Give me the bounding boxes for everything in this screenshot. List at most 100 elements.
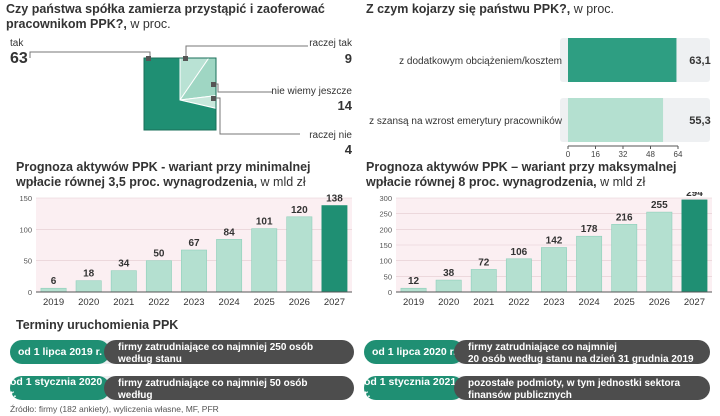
hbar-chart-title: Z czym kojarzy się państwu PPK?, w proc. bbox=[366, 2, 615, 16]
bar-min-category-label: 2019 bbox=[43, 297, 64, 308]
bar-max-value-label: 72 bbox=[478, 257, 490, 268]
hbar-tick-label: 16 bbox=[591, 150, 600, 159]
schedule-date-3: od 1 lipca 2020 r. bbox=[364, 340, 464, 364]
bar-max-bar-2026 bbox=[646, 211, 673, 293]
bar-min-bar-2024 bbox=[216, 239, 243, 293]
pie-value-nie-wiemy: 14 bbox=[337, 98, 352, 113]
bar-min-value-label: 101 bbox=[256, 217, 273, 228]
hbar-tick-label: 48 bbox=[646, 150, 655, 159]
bar-min-value-label: 67 bbox=[188, 238, 200, 249]
hbar-category-label: z dodatkowym obciążeniem/kosztem bbox=[399, 56, 562, 67]
bar-min-value-label: 18 bbox=[83, 269, 95, 280]
bar-max-category-label: 2021 bbox=[473, 297, 494, 308]
bar-min-category-label: 2023 bbox=[183, 297, 204, 308]
bar-max-value-label: 255 bbox=[651, 200, 668, 211]
bar-max-category-label: 2025 bbox=[614, 297, 635, 308]
bar-min-bar-2021 bbox=[110, 270, 137, 293]
schedule-date-4: od 1 stycznia 2021 r. bbox=[364, 376, 464, 400]
bar-max-value-label: 38 bbox=[443, 268, 455, 279]
schedule-desc-2: firmy zatrudniające co najmniej 50 osób … bbox=[104, 376, 354, 413]
schedule-title: Terminy uruchomienia PPK bbox=[16, 318, 179, 332]
bar-min-ytick-label: 0 bbox=[28, 288, 32, 297]
bar-max-value-label: 294 bbox=[686, 192, 703, 199]
bar-max-category-label: 2019 bbox=[403, 297, 424, 308]
bar-min-bar-2023 bbox=[181, 249, 207, 293]
bar-max-category-label: 2023 bbox=[543, 297, 564, 308]
leader-dot-raczej-nie bbox=[211, 96, 216, 101]
bar-max-category-label: 2024 bbox=[579, 297, 600, 308]
bar-min-category-label: 2025 bbox=[254, 297, 275, 308]
bar-min-value-label: 6 bbox=[51, 276, 57, 287]
pie-outline bbox=[143, 57, 217, 131]
leader-line-raczej-nie bbox=[213, 97, 300, 135]
leader-dot-nie-wiemy bbox=[211, 82, 216, 87]
bar-chart-max: 300 250 200 150 100 50 0 12 2019 38 2020 72 2021 106 2… bbox=[379, 192, 712, 308]
bar-max-ytick-label: 200 bbox=[379, 225, 392, 234]
bar-min-category-label: 2024 bbox=[219, 297, 240, 308]
bar-max-category-label: 2022 bbox=[508, 297, 529, 308]
bar-min-value-label: 138 bbox=[326, 194, 343, 205]
source-note: Źródło: firmy (182 ankiety), wyliczenia … bbox=[10, 404, 219, 414]
bar-max-ytick-label: 50 bbox=[384, 272, 392, 281]
bar-max-category-label: 2020 bbox=[438, 297, 459, 308]
schedule-desc-3: firmy zatrudniające co najmniej 20 osób w… bbox=[454, 340, 710, 377]
bar-max-value-label: 106 bbox=[511, 247, 528, 258]
bar-min-category-label: 2020 bbox=[78, 297, 99, 308]
bar-min-category-label: 2021 bbox=[113, 297, 134, 308]
hbar-chart: z dodatkowym obciążeniem/kosztem 63,1 z sz… bbox=[369, 38, 711, 159]
leader-dot-tak bbox=[146, 56, 151, 61]
bar-max-bar-2024 bbox=[576, 235, 603, 293]
hbar-value-label: 55,3 bbox=[689, 115, 710, 127]
bar-max-value-label: 178 bbox=[581, 224, 598, 235]
bar-max-value-label: 142 bbox=[546, 236, 563, 247]
bar-min-bar-2025 bbox=[251, 228, 278, 293]
bar-chart-min: 150 100 50 0 6 2019 18 2020 34 2021 50 2022 67 2023 84… bbox=[19, 194, 352, 308]
pie-value-tak: 63 bbox=[10, 50, 28, 67]
bar-min-ytick-label: 50 bbox=[24, 257, 32, 266]
bar-max-category-label: 2026 bbox=[649, 297, 670, 308]
pie-value-raczej-tak: 9 bbox=[344, 51, 352, 66]
leader-line-tak bbox=[29, 51, 151, 58]
bar-min-ytick-label: 100 bbox=[19, 225, 32, 234]
bar-min-bar-2020 bbox=[75, 280, 102, 293]
pie-label-nie-wiemy: nie wiemy jeszcze bbox=[271, 86, 352, 97]
bar-max-ytick-label: 300 bbox=[379, 194, 392, 203]
bar-max-category-label: 2027 bbox=[684, 297, 705, 308]
schedule-desc-4: pozostałe podmioty, w tym jednostki sekt… bbox=[454, 376, 710, 401]
bar-max-bar-2019 bbox=[400, 287, 427, 293]
hbar-bar-0 bbox=[568, 38, 677, 82]
hbar-bar-1 bbox=[568, 98, 664, 142]
pie-label-raczej-tak: raczej tak bbox=[309, 38, 352, 49]
bar-min-value-label: 120 bbox=[291, 205, 308, 216]
bar-max-ytick-label: 150 bbox=[379, 241, 392, 250]
schedule-date-2: od 1 stycznia 2020 r. bbox=[10, 376, 110, 400]
bar-min-bar-2026 bbox=[286, 216, 313, 293]
leader-dot-raczej-tak bbox=[183, 56, 188, 61]
bar-max-ytick-label: 250 bbox=[379, 210, 392, 219]
bar-max-bar-2023 bbox=[541, 247, 567, 293]
pie-value-raczej-nie: 4 bbox=[344, 142, 352, 157]
bar-max-value-label: 216 bbox=[616, 212, 633, 223]
pie-label-raczej-nie: raczej nie bbox=[309, 130, 352, 141]
pie-label-tak: tak bbox=[10, 38, 24, 49]
pie-chart bbox=[29, 45, 308, 135]
bar-chart-max-title: Prognoza aktywów PPK – wariant przy maks… bbox=[366, 160, 677, 189]
bar-max-bar-2025 bbox=[611, 224, 638, 293]
bar-max-bar-2022 bbox=[505, 258, 532, 293]
schedule-date-1: od 1 lipca 2019 r. bbox=[10, 340, 110, 364]
bar-max-bar-2027 bbox=[681, 199, 708, 293]
bar-min-category-label: 2022 bbox=[148, 297, 169, 308]
hbar-tick-label: 0 bbox=[566, 150, 571, 159]
pie-chart-title: Czy państwa spółka zamierza przystąpić i… bbox=[6, 2, 325, 31]
schedule-desc-1: firmy zatrudniające co najmniej 250 osób… bbox=[104, 340, 354, 377]
bar-min-bar-2019 bbox=[40, 287, 67, 293]
bar-chart-min-title: Prognoza aktywów PPK - wariant przy mini… bbox=[16, 160, 311, 189]
bar-min-bar-2022 bbox=[145, 260, 172, 293]
bar-min-category-label: 2026 bbox=[289, 297, 310, 308]
hbar-tick-label: 64 bbox=[674, 150, 683, 159]
bar-max-value-label: 12 bbox=[408, 276, 420, 287]
bar-min-category-label: 2027 bbox=[324, 297, 345, 308]
bar-max-bar-2020 bbox=[435, 279, 462, 293]
bar-min-ytick-label: 150 bbox=[19, 194, 32, 203]
bar-max-bar-2021 bbox=[470, 269, 497, 293]
